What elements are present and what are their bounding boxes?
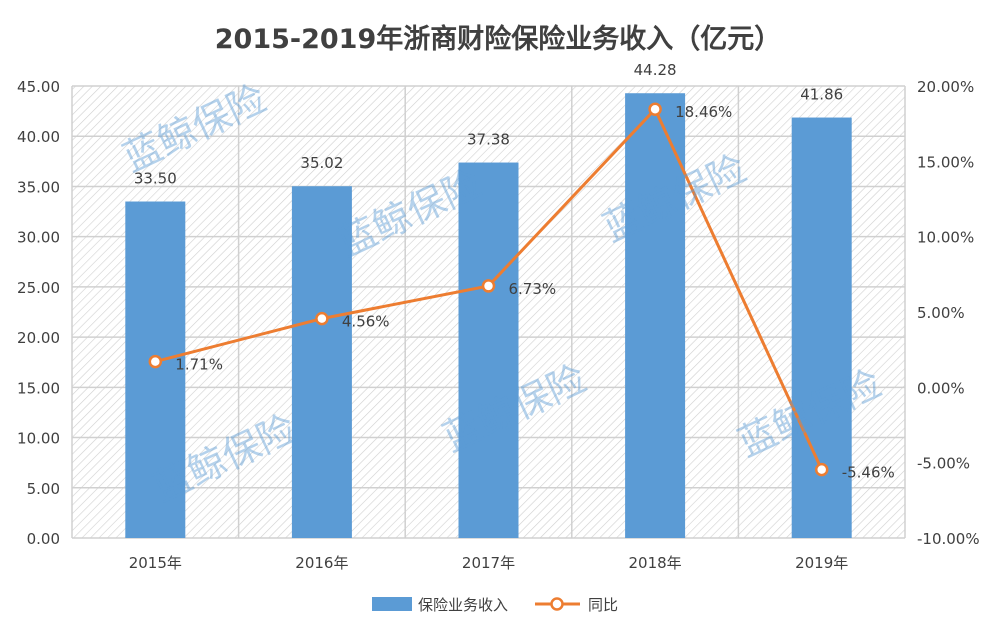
left-tick-label: 0.00	[27, 530, 60, 548]
chart-title: 2015-2019年浙商财险保险业务收入（亿元）	[215, 23, 782, 55]
legend-bar-swatch	[372, 597, 412, 611]
line-value-label: 4.56%	[342, 313, 390, 331]
bar-value-label: 33.50	[134, 170, 177, 188]
x-tick-label: 2016年	[295, 554, 348, 572]
left-tick-label: 30.00	[17, 229, 60, 247]
x-tick-label: 2017年	[462, 554, 515, 572]
line-marker	[481, 279, 496, 293]
left-tick-label: 40.00	[17, 128, 60, 146]
legend-line-label: 同比	[588, 596, 618, 614]
right-tick-label: 10.00%	[917, 229, 974, 247]
legend-line-marker	[550, 597, 564, 611]
bar	[458, 162, 519, 538]
right-tick-label: -5.00%	[917, 455, 970, 473]
bar-value-label: 41.86	[800, 86, 843, 104]
right-tick-label: -10.00%	[917, 530, 980, 548]
bar	[125, 201, 186, 538]
bar	[291, 186, 352, 538]
line-marker	[648, 102, 662, 116]
bar-value-label: 44.28	[634, 61, 677, 79]
x-tick-label: 2018年	[629, 554, 682, 572]
line-value-label: 1.71%	[175, 356, 223, 374]
line-value-label: 18.46%	[675, 103, 732, 121]
right-tick-label: 0.00%	[917, 379, 965, 397]
line-value-label: -5.46%	[842, 464, 895, 482]
line-marker	[148, 354, 163, 369]
bar-value-label: 35.02	[300, 154, 343, 172]
line-value-label: 6.73%	[509, 280, 557, 298]
line-marker	[315, 311, 329, 326]
bar-value-label: 37.38	[467, 131, 510, 149]
left-tick-label: 45.00	[17, 78, 60, 96]
bar	[625, 93, 686, 539]
right-tick-label: 5.00%	[917, 304, 965, 322]
left-tick-label: 35.00	[17, 178, 60, 196]
left-tick-label: 20.00	[17, 329, 60, 347]
left-tick-label: 5.00	[27, 480, 60, 498]
left-tick-label: 10.00	[17, 430, 60, 448]
x-tick-label: 2019年	[795, 554, 848, 572]
x-tick-label: 2015年	[129, 554, 182, 572]
right-tick-label: 20.00%	[917, 78, 974, 96]
legend-bar-label: 保险业务收入	[418, 596, 508, 614]
left-tick-label: 15.00	[17, 379, 60, 397]
right-tick-label: 15.00%	[917, 153, 974, 171]
line-marker	[814, 462, 829, 477]
left-tick-label: 25.00	[17, 279, 60, 297]
